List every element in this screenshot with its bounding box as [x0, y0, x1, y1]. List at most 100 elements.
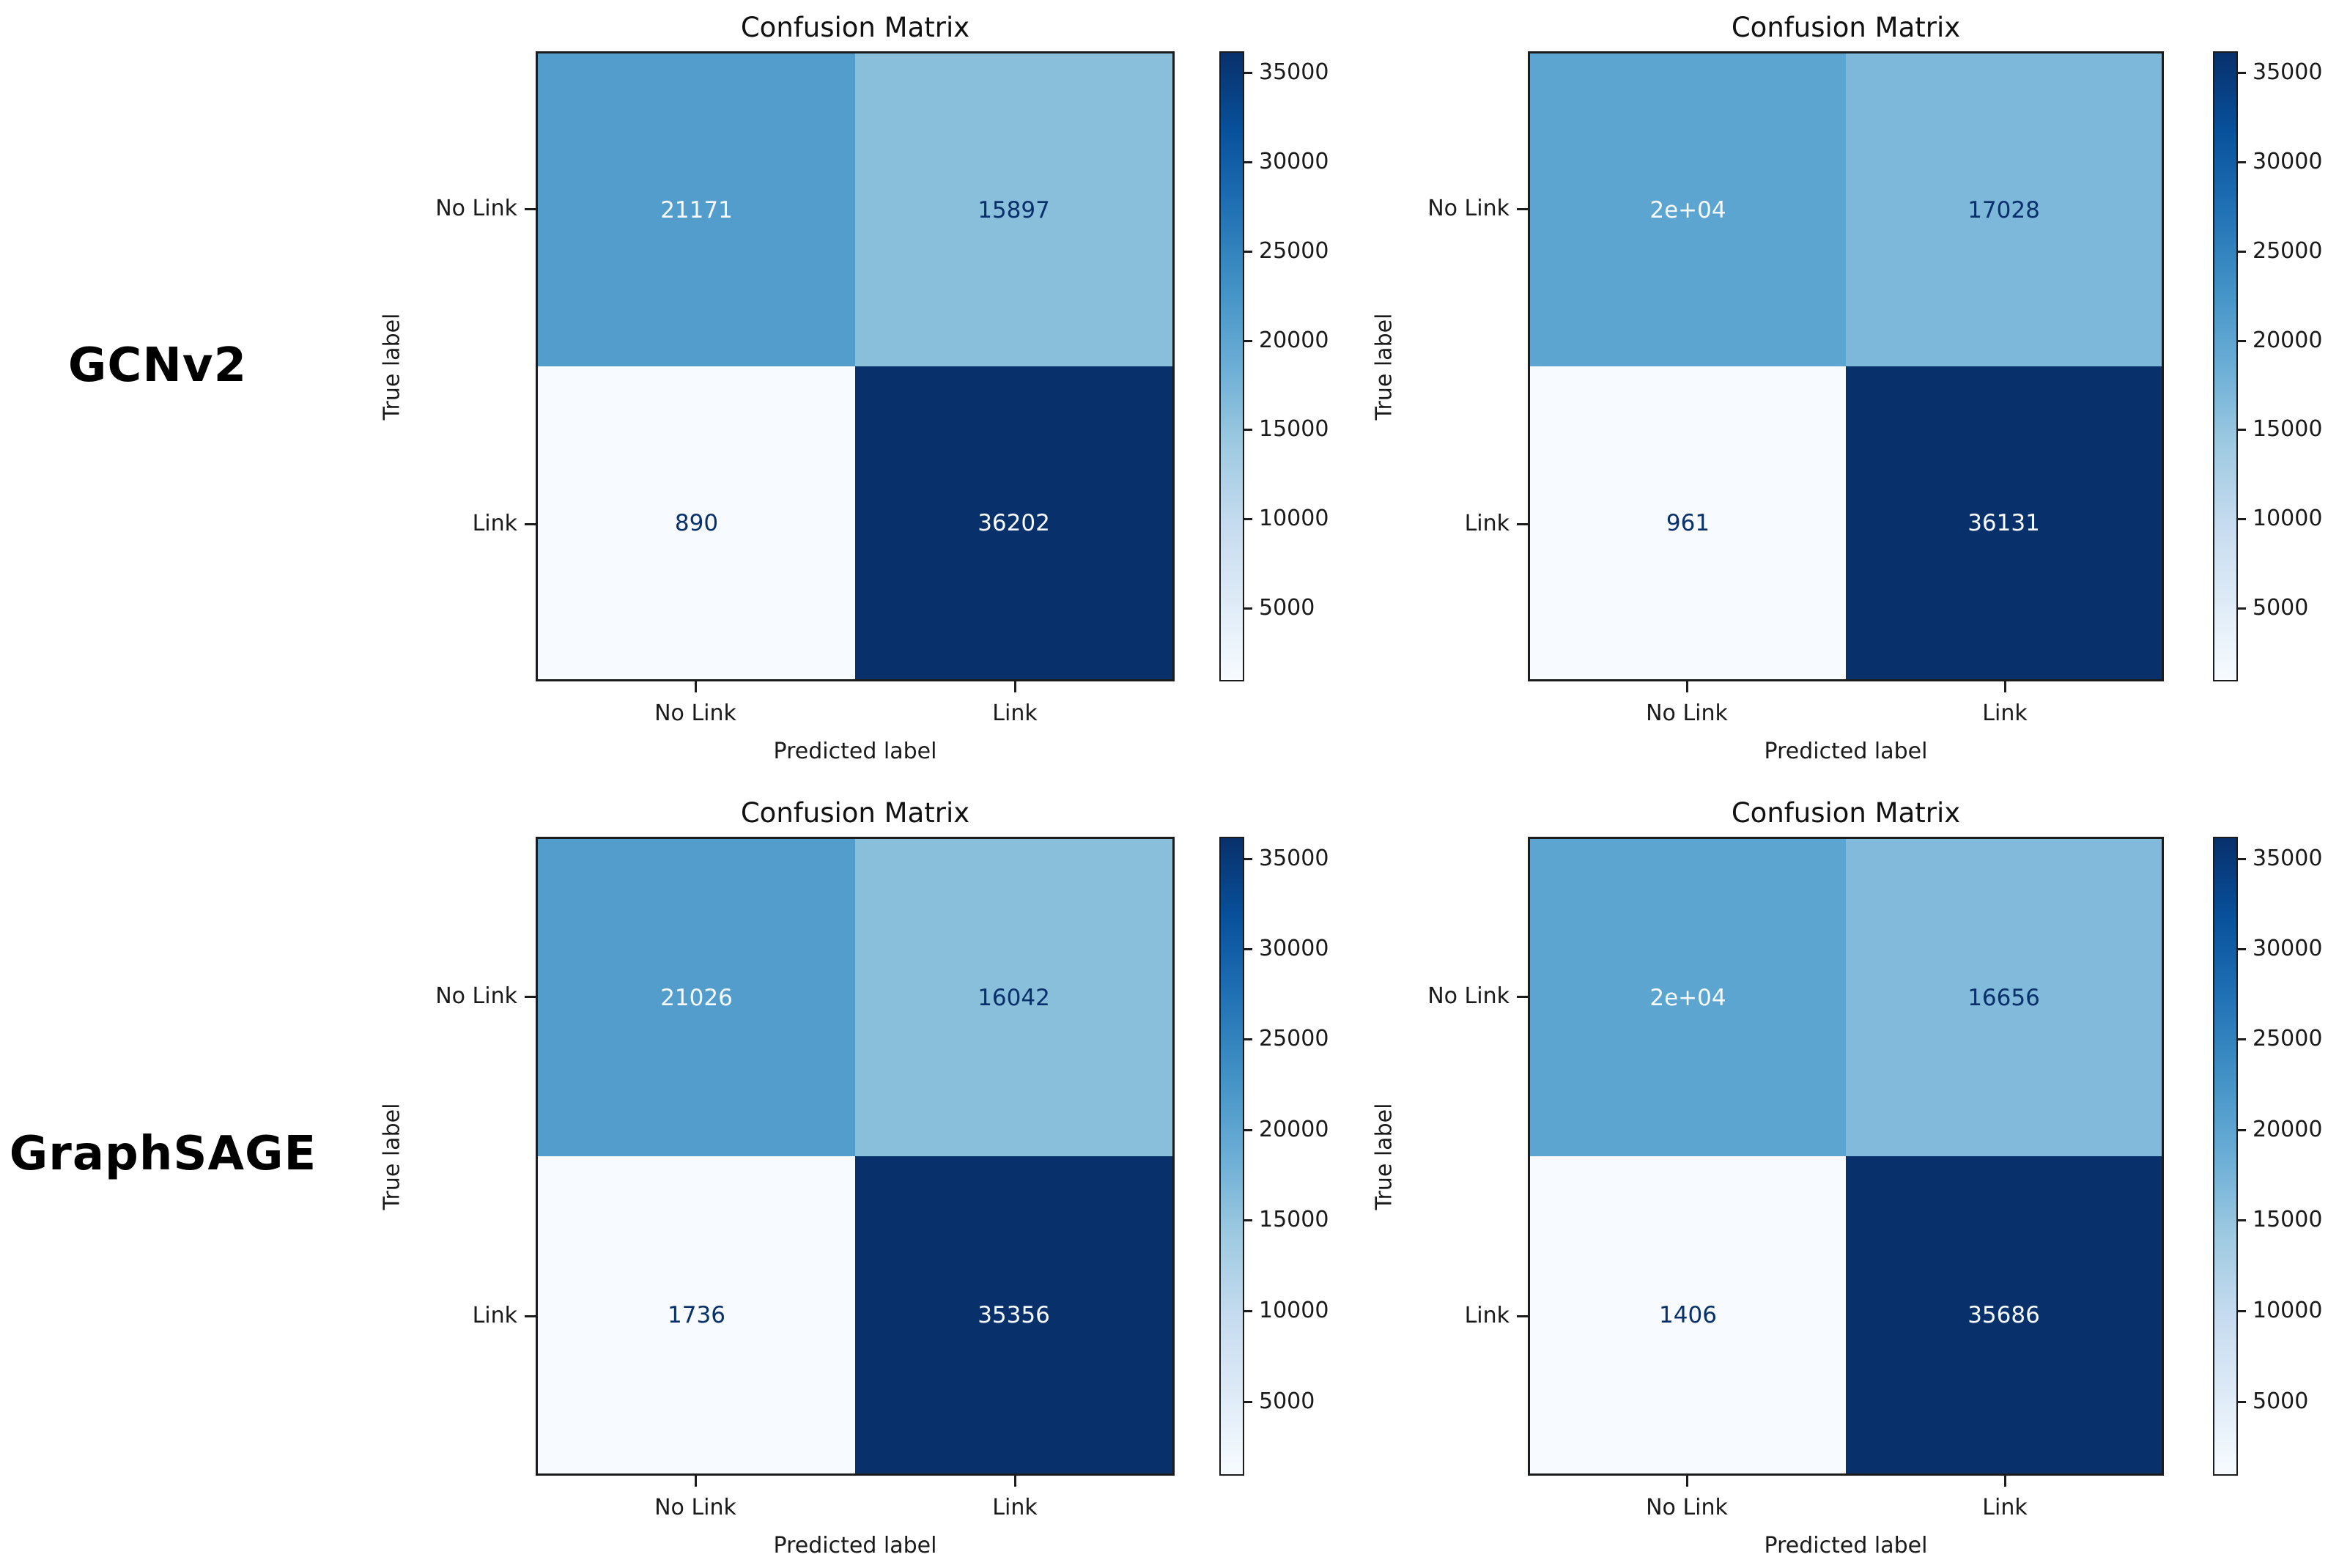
- colorbar-tick-label: 15000: [2253, 1207, 2323, 1233]
- colorbar-tick-label: 20000: [2253, 327, 2323, 353]
- heatmap-axes: 21026 16042 1736 35356: [536, 837, 1175, 1476]
- colorbar-tick-mark: [1244, 518, 1252, 521]
- chart-title: Confusion Matrix: [740, 797, 970, 829]
- colorbar-tick-label: 15000: [1259, 416, 1329, 442]
- y-axis-label-text: True label: [1371, 1103, 1397, 1210]
- y-tick-mark: [1517, 996, 1528, 998]
- cell-true-link-pred-link: 35686: [1846, 1156, 2162, 1473]
- y-axis-label-text: True label: [379, 1103, 405, 1210]
- cell-true-nolink-pred-nolink: 21171: [538, 53, 855, 366]
- y-tick-label-no-link: No Link: [435, 983, 517, 1009]
- colorbar-tick-label: 20000: [1259, 327, 1329, 353]
- cell-true-nolink-pred-nolink: 2e+04: [1530, 53, 1846, 366]
- y-axis-label: True label: [379, 837, 405, 1476]
- x-tick-mark: [2004, 681, 2006, 692]
- colorbar-tick-label: 20000: [2253, 1117, 2323, 1143]
- colorbar: [2213, 51, 2238, 681]
- model-label-graphsage: GraphSAGE: [9, 1127, 317, 1181]
- x-tick-label-link: Link: [1982, 700, 2028, 726]
- x-axis-label: Predicted label: [773, 739, 937, 764]
- colorbar: [1219, 837, 1244, 1476]
- colorbar-tick-label: 35000: [1259, 845, 1329, 871]
- colorbar-tick-label: 25000: [2253, 237, 2323, 264]
- colorbar-tick-mark: [1244, 72, 1252, 75]
- colorbar-tick-mark: [1244, 339, 1252, 342]
- colorbar-tick-label: 25000: [1259, 237, 1329, 264]
- colorbar-tick-mark: [1244, 1219, 1252, 1222]
- cell-true-nolink-pred-link: 16042: [855, 839, 1172, 1156]
- y-tick-label-link: Link: [1464, 511, 1510, 536]
- y-tick-mark: [525, 208, 536, 210]
- y-tick-label-no-link: No Link: [1427, 196, 1510, 221]
- confusion-matrix-panel-graphsage-1: Confusion Matrix True label No Link Link…: [380, 797, 1329, 1558]
- y-tick-label-link: Link: [472, 511, 517, 536]
- colorbar-tick-label: 10000: [1259, 1298, 1329, 1324]
- cell-true-link-pred-link: 36202: [855, 366, 1172, 679]
- colorbar-tick-label: 25000: [1259, 1026, 1329, 1052]
- colorbar-tick-mark: [2238, 339, 2246, 342]
- chart-title: Confusion Matrix: [1731, 797, 1961, 829]
- heatmap-axes: 21171 15897 890 36202: [536, 51, 1175, 681]
- x-tick-mark: [1014, 681, 1016, 692]
- x-tick-mark: [1686, 1476, 1688, 1487]
- colorbar-tick-mark: [2238, 429, 2246, 431]
- colorbar-tick-label: 15000: [1259, 1207, 1329, 1233]
- x-tick-label-link: Link: [1982, 1495, 2028, 1520]
- cell-true-nolink-pred-link: 17028: [1846, 53, 2162, 366]
- x-tick-mark: [1014, 1476, 1016, 1487]
- colorbar-tick-mark: [1244, 161, 1252, 164]
- x-tick-mark: [695, 1476, 697, 1487]
- y-axis-label: True label: [1371, 837, 1397, 1476]
- colorbar: [2213, 837, 2238, 1476]
- y-tick-mark: [525, 1315, 536, 1317]
- y-tick-mark: [525, 523, 536, 525]
- colorbar-tick-mark: [1244, 857, 1252, 860]
- colorbar-tick-mark: [1244, 1038, 1252, 1041]
- colorbar-tick-mark: [2238, 72, 2246, 75]
- colorbar-tick-label: 15000: [2253, 416, 2323, 442]
- colorbar-tick-label: 10000: [1259, 506, 1329, 532]
- heatmap-axes: 2e+04 16656 1406 35686: [1528, 837, 2164, 1476]
- colorbar-tick-label: 10000: [2253, 1298, 2323, 1324]
- x-tick-label-link: Link: [992, 700, 1038, 726]
- colorbar-tick-mark: [1244, 429, 1252, 431]
- colorbar-tick-label: 5000: [1259, 595, 1315, 621]
- x-tick-mark: [1686, 681, 1688, 692]
- confusion-matrix-panel-graphsage-2: Confusion Matrix True label No Link Link…: [1372, 797, 2323, 1558]
- colorbar-tick-label: 30000: [1259, 149, 1329, 175]
- colorbar-tick-mark: [1244, 948, 1252, 951]
- colorbar-tick-label: 35000: [1259, 59, 1329, 86]
- y-tick-label-link: Link: [472, 1303, 517, 1328]
- colorbar-tick-mark: [2238, 1400, 2246, 1403]
- colorbar-tick-mark: [1244, 250, 1252, 253]
- y-tick-mark: [1517, 1315, 1528, 1317]
- colorbar-tick-mark: [1244, 1400, 1252, 1403]
- colorbar-tick-mark: [2238, 250, 2246, 253]
- y-tick-label-no-link: No Link: [435, 196, 517, 221]
- colorbar-tick-mark: [2238, 1129, 2246, 1132]
- colorbar: [1219, 51, 1244, 681]
- cell-true-link-pred-link: 36131: [1846, 366, 2162, 679]
- colorbar-tick-mark: [2238, 1038, 2246, 1041]
- colorbar-tick-mark: [2238, 948, 2246, 951]
- confusion-matrix-panel-gcnv2-1: Confusion Matrix True label No Link Link…: [380, 12, 1329, 764]
- colorbar-tick-mark: [2238, 518, 2246, 521]
- x-tick-label-no-link: No Link: [1646, 700, 1728, 726]
- y-tick-mark: [1517, 523, 1528, 525]
- y-tick-mark: [525, 996, 536, 998]
- colorbar-tick-label: 25000: [2253, 1026, 2323, 1052]
- x-axis-label: Predicted label: [773, 1533, 937, 1558]
- x-tick-mark: [695, 681, 697, 692]
- cell-true-link-pred-nolink: 890: [538, 366, 855, 679]
- chart-title: Confusion Matrix: [1731, 12, 1961, 43]
- colorbar-tick-label: 35000: [2253, 59, 2323, 86]
- colorbar-tick-label: 30000: [2253, 936, 2323, 962]
- colorbar-tick-mark: [2238, 857, 2246, 860]
- model-label-gcnv2: GCNv2: [67, 339, 248, 393]
- chart-title: Confusion Matrix: [740, 12, 970, 43]
- x-tick-mark: [2004, 1476, 2006, 1487]
- colorbar-tick-label: 35000: [2253, 845, 2323, 871]
- cell-true-link-pred-nolink: 1736: [538, 1156, 855, 1473]
- y-axis-label-text: True label: [1371, 313, 1397, 420]
- y-tick-label-link: Link: [1464, 1303, 1510, 1328]
